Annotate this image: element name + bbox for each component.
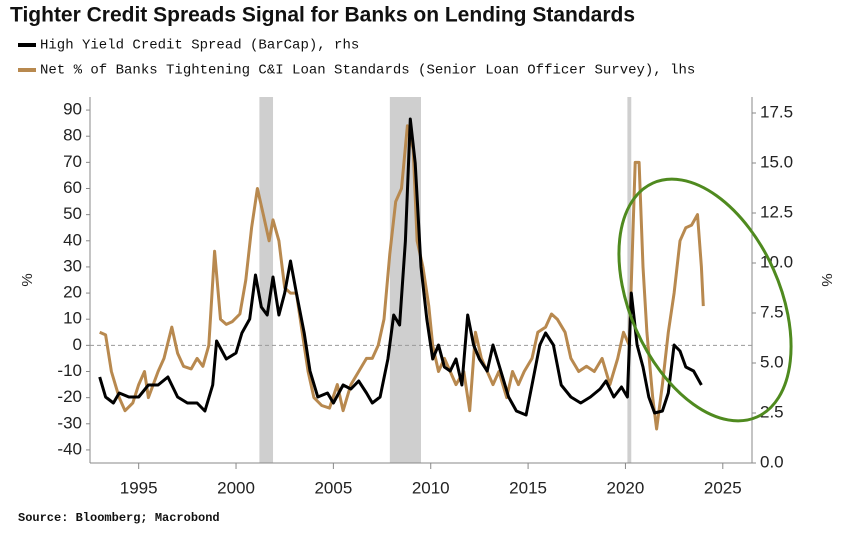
y2-tick-label: 7.5 (760, 302, 784, 321)
y-tick-label: -20 (57, 387, 82, 406)
y-tick-label: 60 (63, 178, 82, 197)
y-tick-label: 80 (63, 126, 82, 145)
series-line (98, 117, 703, 417)
y2-tick-label: 2.5 (760, 402, 784, 421)
y-tick-label: -30 (57, 413, 82, 432)
y-tick-label: 30 (63, 256, 82, 275)
y-tick-label: -40 (57, 439, 82, 458)
y2-tick-label: 0.0 (760, 452, 784, 471)
y2-axis-label: % (818, 273, 835, 286)
x-tick-label: 2005 (314, 478, 352, 497)
x-tick-label: 2010 (412, 478, 450, 497)
x-tick-label: 2015 (509, 478, 547, 497)
x-tick-label: 2025 (704, 478, 742, 497)
y-tick-label: 20 (63, 283, 82, 302)
y-tick-label: 70 (63, 152, 82, 171)
x-tick-label: 2020 (607, 478, 645, 497)
x-tick-label: 1995 (120, 478, 158, 497)
y-tick-label: 10 (63, 309, 82, 328)
y2-tick-label: 15.0 (760, 152, 793, 171)
y-axis-label: % (19, 273, 36, 286)
y-tick-label: 90 (63, 100, 82, 119)
y-tick-label: 50 (63, 204, 82, 223)
y-tick-label: 0 (73, 335, 82, 354)
source: Source: Bloomberg; Macrobond (18, 511, 220, 525)
y2-tick-label: 12.5 (760, 202, 793, 221)
x-tick-label: 2000 (217, 478, 255, 497)
y2-tick-label: 17.5 (760, 102, 793, 121)
y2-tick-label: 5.0 (760, 352, 784, 371)
y-tick-label: -10 (57, 361, 82, 380)
plot: -40 -30 -20 -10 0 10 20 30 40 50 60 70 80 90 0.0 2.5 5.0… (57, 97, 793, 497)
recession-band (259, 97, 274, 463)
recession-band (627, 97, 632, 463)
chart-title: Tighter Credit Spreads Signal for Banks … (10, 4, 635, 27)
legend-label: High Yield Credit Spread (BarCap), rhs (40, 38, 359, 54)
highlight-ellipse (617, 177, 793, 423)
legend-label: Net % of Banks Tightening C&I Loan Stand… (40, 63, 695, 79)
y-tick-label: 40 (63, 230, 82, 249)
